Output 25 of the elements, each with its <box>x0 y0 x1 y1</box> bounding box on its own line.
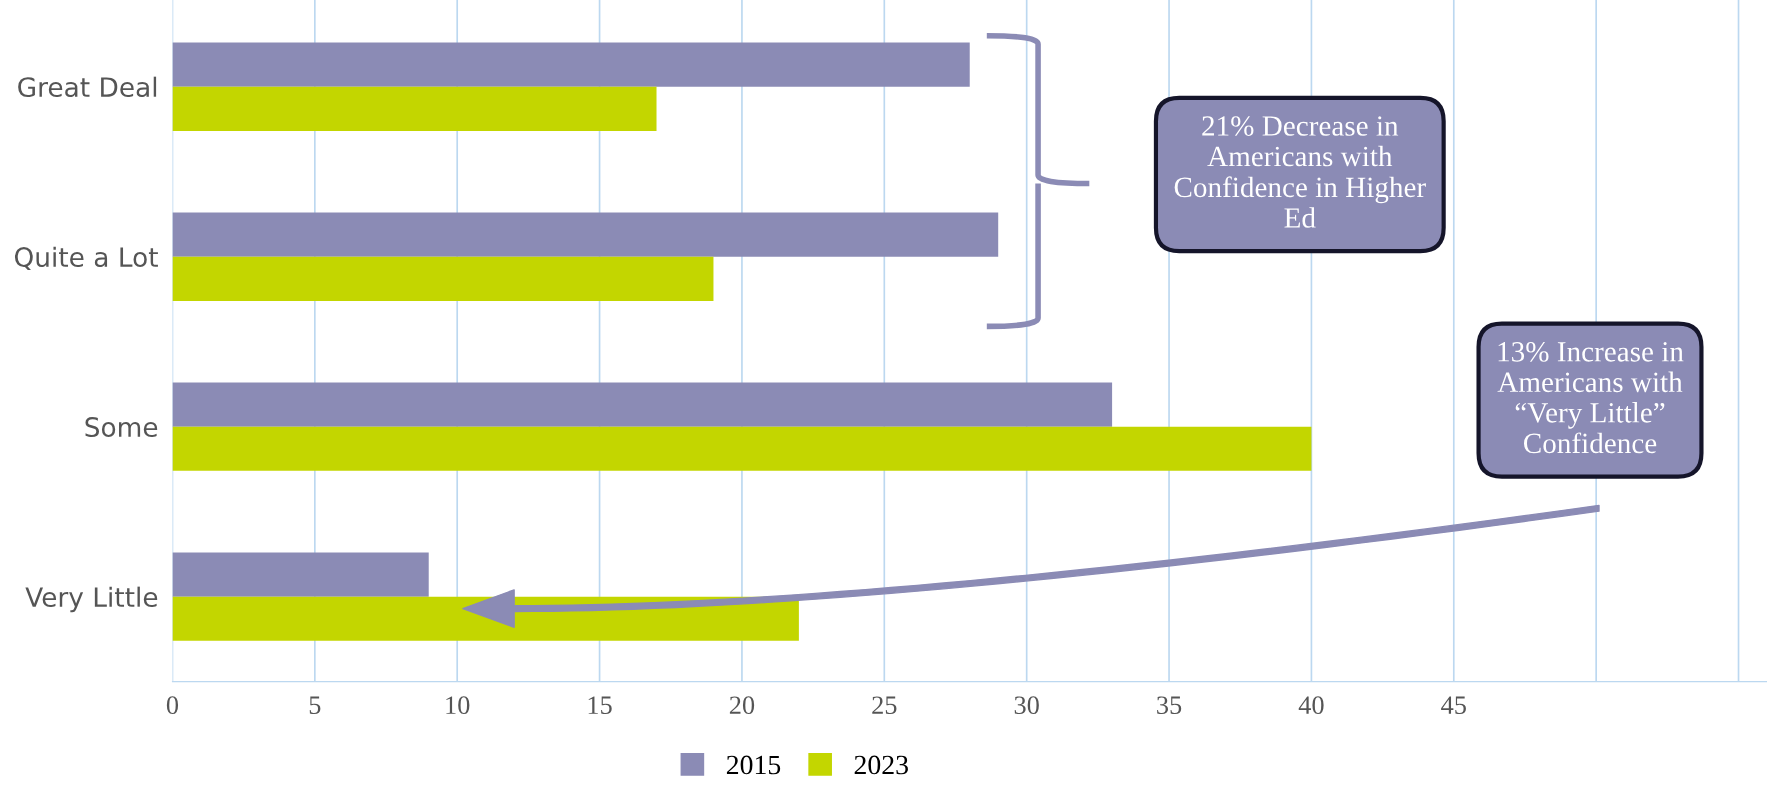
x-tick-label: 15 <box>588 696 612 715</box>
y-tick-label: Some <box>85 417 158 438</box>
x-tick-label: 5 <box>309 696 321 715</box>
bar <box>172 86 657 131</box>
bar <box>172 552 429 597</box>
bar <box>172 256 714 301</box>
bar <box>172 426 1312 471</box>
bar <box>172 382 1113 427</box>
bar <box>172 42 970 87</box>
annotation: 21% Decrease in Americans with Confidence in Higher Ed <box>1174 116 1426 228</box>
x-tick-label: 20 <box>729 696 755 715</box>
y-tick-label: Great Deal <box>18 76 157 98</box>
bar <box>172 212 999 257</box>
legend-label: 2015 <box>726 755 781 775</box>
x-tick-label: 0 <box>166 696 179 715</box>
y-tick-label: Very Little <box>25 586 158 613</box>
x-tick-label: 10 <box>446 696 470 715</box>
annotation: 13% Increase in Americans with “Very Little” Confidence <box>1497 341 1684 454</box>
x-tick-label: 40 <box>1298 696 1324 715</box>
x-tick-label: 45 <box>1441 696 1466 715</box>
x-tick-label: 30 <box>1014 696 1039 715</box>
x-tick-label: 35 <box>1157 696 1182 715</box>
y-tick-label: Quite a Lot <box>14 246 158 271</box>
x-tick-label: 25 <box>872 696 897 715</box>
legend-label: 2023 <box>854 755 908 775</box>
